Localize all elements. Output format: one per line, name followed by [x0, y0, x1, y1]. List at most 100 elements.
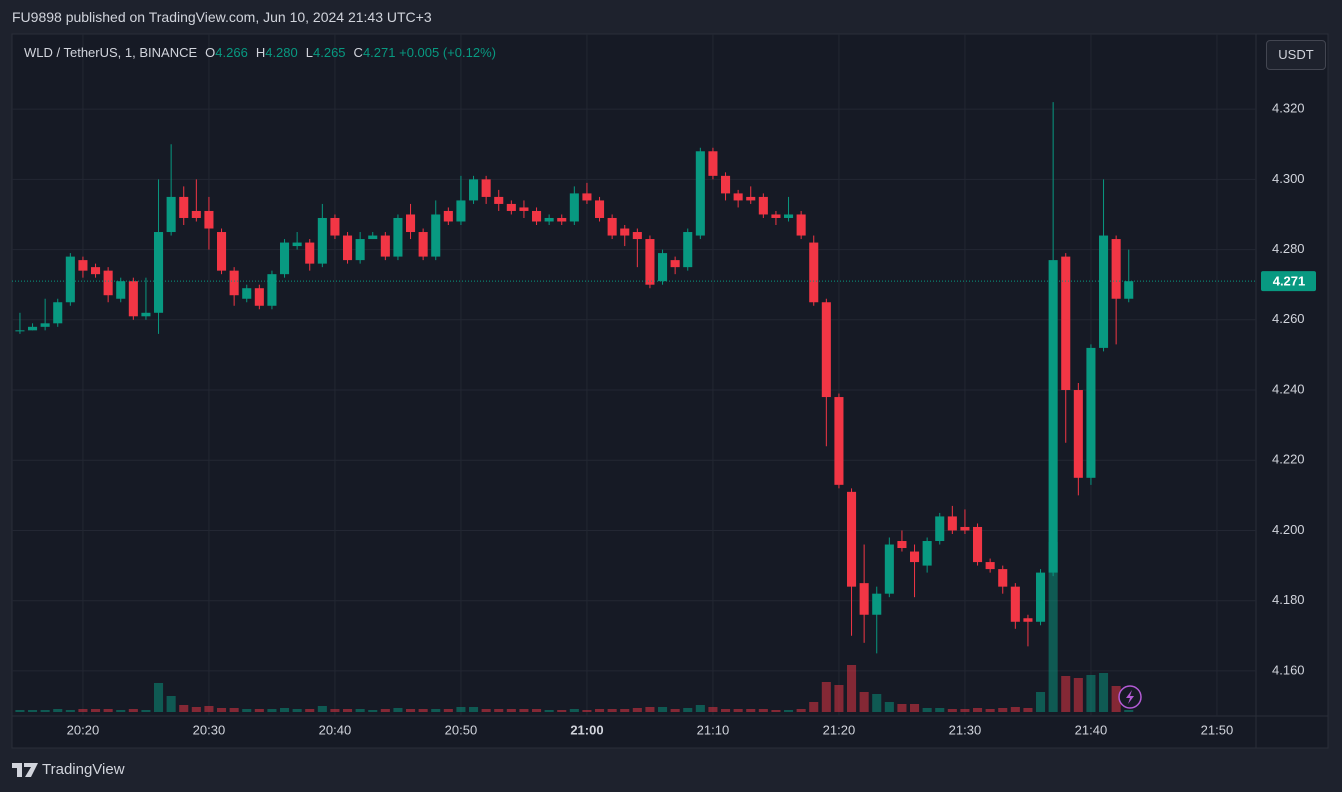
candle-body: [393, 217, 403, 257]
candle-body: [708, 151, 718, 176]
logo: [12, 763, 38, 777]
candle-body: [695, 151, 705, 236]
candle-body: [40, 323, 50, 327]
candle-body: [897, 541, 907, 549]
candle-body: [456, 200, 466, 222]
candle-body: [620, 228, 630, 236]
last-price-label: 4.271: [1273, 274, 1306, 289]
volume-bar: [166, 696, 176, 712]
candle-body: [910, 551, 920, 563]
x-tick-label: 20:20: [67, 722, 100, 737]
volume-bar: [1086, 675, 1096, 712]
volume-bar: [78, 709, 88, 712]
candle-body: [494, 196, 504, 204]
volume-bar: [595, 709, 605, 712]
volume-bar: [645, 707, 655, 712]
volume-bar: [922, 708, 932, 712]
volume-bar: [1099, 673, 1109, 712]
y-tick-label: 4.160: [1272, 662, 1305, 677]
legend-value: 4.280: [265, 45, 298, 60]
candle-body: [469, 179, 479, 201]
candle-body: [632, 232, 642, 240]
volume-bar: [191, 707, 201, 712]
x-tick-label: 21:00: [570, 722, 603, 737]
candle-body: [406, 214, 416, 233]
volume-bar: [91, 709, 101, 712]
symbol: WLD / TetherUS, 1, BINANCE: [24, 45, 198, 60]
volume-bar: [242, 709, 252, 712]
volume-bar: [368, 710, 378, 712]
candle-body: [872, 593, 882, 615]
y-tick-label: 4.300: [1272, 171, 1305, 186]
volume-bar: [733, 709, 743, 712]
candle-body: [532, 210, 542, 222]
candle-layer: [15, 102, 1134, 654]
volume-bar: [380, 709, 390, 712]
volume-bar: [796, 709, 806, 712]
candle-body: [985, 562, 995, 570]
candle-body: [28, 326, 38, 331]
x-tick-label: 21:40: [1075, 722, 1108, 737]
candle-body: [292, 242, 302, 247]
candle-body: [796, 214, 806, 236]
volume-bar: [65, 710, 75, 712]
candle-body: [607, 217, 617, 236]
candle-body: [317, 217, 327, 264]
volume-bar: [784, 710, 794, 712]
candle-body: [166, 196, 176, 233]
volume-bar: [872, 694, 882, 712]
volume-bar: [519, 709, 529, 712]
volume-bar: [217, 708, 227, 712]
volume-bar: [292, 709, 302, 712]
volume-bar: [443, 709, 453, 712]
volume-bar: [418, 709, 428, 712]
volume-bar: [254, 709, 264, 712]
volume-bar: [53, 709, 63, 712]
candle-body: [784, 214, 794, 218]
volume-bar: [116, 710, 126, 712]
volume-bar: [317, 706, 327, 712]
volume-bar: [809, 702, 819, 712]
volume-bar: [179, 705, 189, 712]
legend-value: 4.271: [362, 45, 396, 60]
candle-body: [519, 207, 529, 211]
currency-button[interactable]: USDT: [1266, 40, 1326, 70]
legend: WLD / TetherUS, 1, BINANCE O4.266 H4.280 L4…: [24, 45, 496, 60]
last-price-box: [1261, 271, 1316, 292]
candle-body: [1086, 347, 1096, 478]
volume-bar: [632, 708, 642, 712]
volume-bar: [28, 710, 38, 712]
volume-bar: [494, 709, 504, 712]
candle-body: [1073, 390, 1083, 478]
volume-bar: [947, 709, 957, 712]
candle-body: [431, 214, 441, 257]
candle-body: [569, 193, 579, 222]
candle-body: [1111, 239, 1121, 299]
x-tick-label: 21:30: [949, 722, 982, 737]
candle-body: [1099, 235, 1109, 348]
x-tick-label: 21:50: [1201, 722, 1234, 737]
candle-body: [267, 274, 277, 306]
volume-bar: [884, 702, 894, 712]
y-tick-label: 4.180: [1272, 592, 1305, 607]
footer: TradingView: [42, 761, 125, 778]
candle-body: [658, 253, 668, 282]
candle-body: [1036, 572, 1046, 622]
volume-bar: [229, 708, 239, 712]
volume-bar: [267, 709, 277, 712]
legend-label: C: [353, 45, 363, 60]
candle-body: [847, 491, 857, 587]
volume-bar: [557, 710, 567, 712]
candle-body: [746, 196, 756, 201]
volume-bar: [985, 709, 995, 712]
volume-bar: [103, 709, 113, 712]
candle-body: [15, 330, 25, 332]
volume-bar: [532, 709, 542, 712]
candle-body: [1048, 260, 1058, 573]
volume-bar: [620, 709, 630, 712]
volume-bar: [1124, 710, 1134, 712]
candle-body: [141, 312, 151, 317]
x-tick-label: 20:50: [445, 722, 478, 737]
candle-body: [834, 397, 844, 485]
volume-bar: [607, 709, 617, 712]
